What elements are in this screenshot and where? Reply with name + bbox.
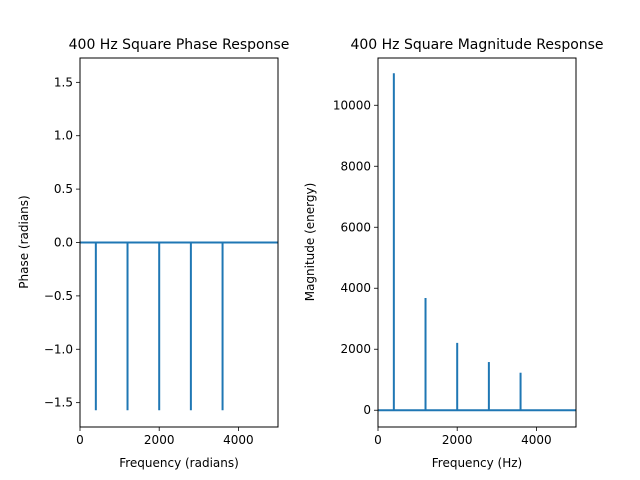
- phase-y-tick-label: −0.5: [44, 289, 73, 303]
- phase-y-tick-label: 0.5: [54, 182, 73, 196]
- magnitude-plot-area: [378, 73, 576, 412]
- phase-plot-area: [80, 241, 278, 411]
- phase-ticks: 0 2000 4000 −1.5 −1.0 −0.5 0.0 0.5 1.0 1.5: [44, 75, 254, 447]
- phase-x-tick-label: 4000: [223, 433, 254, 447]
- magnitude-y-axis-label: Magnitude (energy): [303, 183, 317, 302]
- phase-y-tick-label: −1.5: [44, 396, 73, 410]
- magnitude-chart-title: 400 Hz Square Magnitude Response: [350, 37, 603, 53]
- magnitude-x-tick-label: 4000: [521, 433, 552, 447]
- magnitude-y-tick-label: 0: [363, 403, 371, 417]
- magnitude-x-tick-label: 0: [374, 433, 382, 447]
- phase-axes-frame: [79, 57, 279, 428]
- magnitude-response-chart: 400 Hz Square Magnitude Response Frequen…: [303, 37, 604, 470]
- phase-y-tick-label: 1.5: [54, 75, 73, 89]
- phase-response-chart: 400 Hz Square Phase Response Frequency (…: [17, 37, 289, 470]
- phase-y-tick-label: −1.0: [44, 342, 73, 356]
- phase-y-axis-label: Phase (radians): [17, 195, 31, 288]
- magnitude-y-tick-label: 8000: [340, 159, 371, 173]
- magnitude-y-tick-label: 4000: [340, 281, 371, 295]
- phase-chart-title: 400 Hz Square Phase Response: [69, 37, 290, 53]
- phase-x-tick-label: 2000: [144, 433, 175, 447]
- magnitude-y-tick-label: 10000: [333, 98, 371, 112]
- phase-x-axis-label: Frequency (radians): [119, 456, 239, 470]
- magnitude-y-tick-label: 6000: [340, 220, 371, 234]
- magnitude-y-tick-label: 2000: [340, 342, 371, 356]
- phase-x-tick-label: 0: [76, 433, 84, 447]
- magnitude-x-tick-label: 2000: [442, 433, 473, 447]
- phase-y-tick-label: 0.0: [54, 236, 73, 250]
- magnitude-axes-frame: [377, 57, 577, 428]
- magnitude-ticks: 0 2000 4000 0 2000 4000 6000 8000 10000: [333, 98, 552, 447]
- magnitude-x-axis-label: Frequency (Hz): [432, 456, 523, 470]
- phase-y-tick-label: 1.0: [54, 129, 73, 143]
